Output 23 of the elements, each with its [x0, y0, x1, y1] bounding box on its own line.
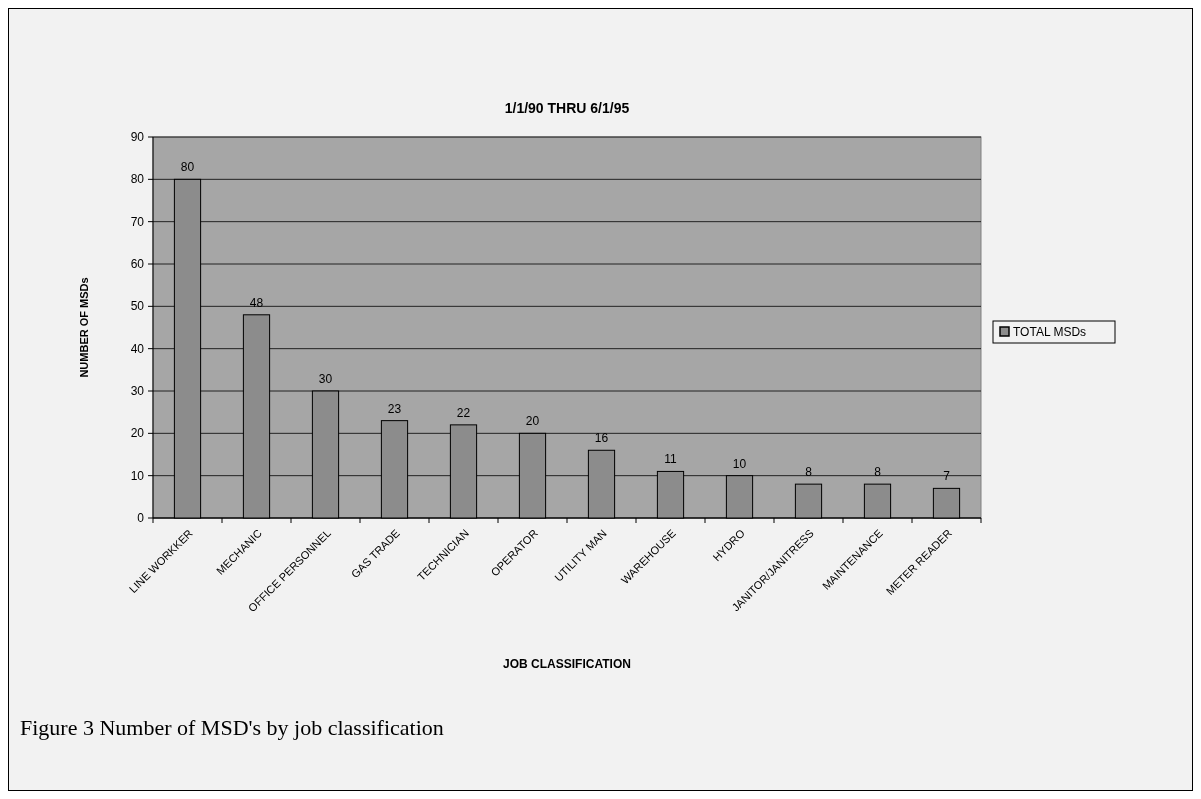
data-label: 20 — [525, 414, 540, 429]
data-label: 30 — [318, 372, 333, 386]
y-tick-label: 40 — [130, 341, 145, 356]
y-tick-label: 90 — [130, 130, 145, 144]
caption: Figure 3 Number of MSD's by job classification — [20, 715, 444, 740]
y-tick-label: 70 — [130, 214, 145, 229]
y-tick-label: 80 — [130, 172, 145, 187]
data-label: 22 — [456, 405, 471, 420]
data-label: 16 — [594, 431, 609, 446]
data-label: 11 — [664, 452, 678, 467]
y-tick-label: 30 — [130, 384, 145, 398]
y-tick-label: 50 — [130, 299, 145, 314]
data-label: 10 — [732, 456, 747, 471]
x-axis-title: JOB CLASSIFICATION — [503, 657, 631, 671]
y-tick-label: 20 — [130, 426, 145, 441]
y-tick-label: 0 — [137, 511, 145, 525]
y-axis-title: NUMBER OF MSDs — [78, 277, 90, 378]
y-tick-label: 10 — [130, 468, 145, 483]
legend-label: TOTAL MSDs — [1013, 325, 1087, 339]
data-label: 23 — [387, 401, 402, 416]
data-label: 80 — [180, 160, 195, 175]
y-tick-label: 60 — [130, 257, 145, 271]
chart-title: 1/1/90 THRU 6/1/95 — [504, 100, 630, 116]
